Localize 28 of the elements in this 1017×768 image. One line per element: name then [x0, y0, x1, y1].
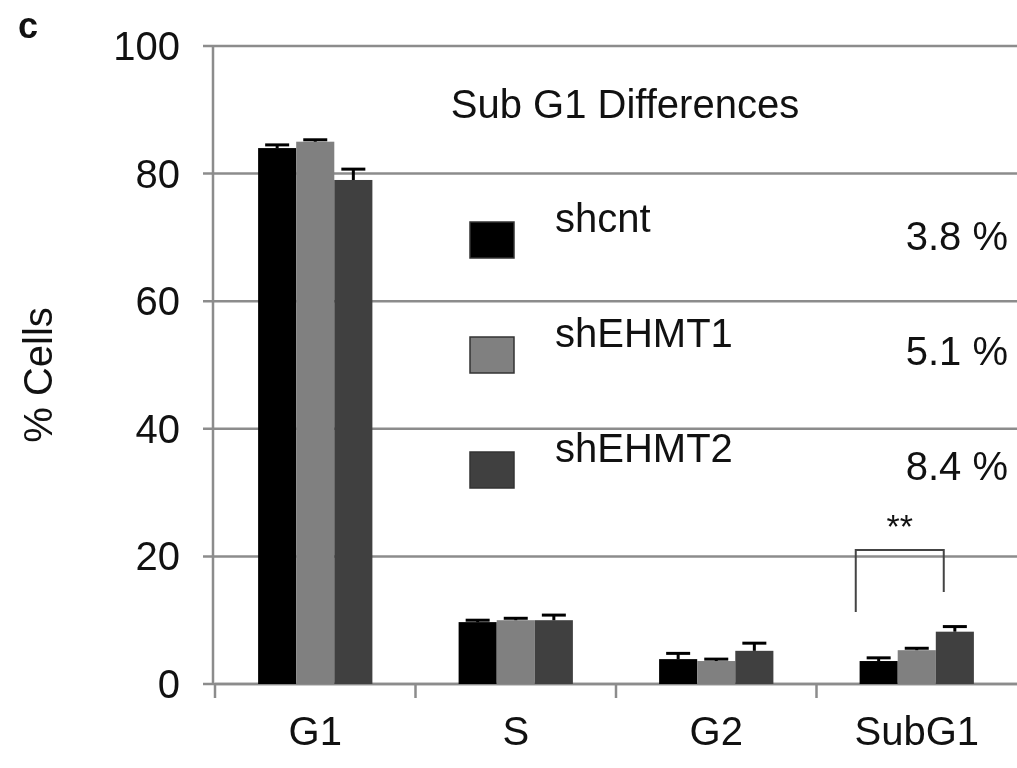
y-axis-title: % Cells: [16, 307, 60, 443]
bar: [659, 659, 698, 684]
y-tick-label: 100: [113, 24, 180, 68]
x-tick-label: SubG1: [854, 709, 980, 753]
y-tick-label: 0: [157, 662, 180, 706]
bar: [534, 620, 573, 684]
annotation: 5.1 %: [905, 329, 1008, 373]
y-tick-label: 80: [135, 151, 180, 196]
annotation: 3.8 %: [905, 214, 1008, 258]
legend-label: shEHMT1: [555, 311, 733, 355]
y-tick-label: 40: [135, 406, 180, 451]
bar: [735, 650, 774, 684]
annotation: Sub G1 Differences: [450, 82, 800, 126]
annotation: 8.4 %: [905, 444, 1008, 488]
bar: [334, 179, 373, 684]
bar: [859, 661, 898, 684]
bar: [935, 631, 974, 684]
bar: [258, 148, 297, 684]
x-tick-label: S: [502, 709, 530, 753]
x-tick-label: G2: [689, 709, 743, 753]
legend-label: shcnt: [555, 196, 651, 240]
annotation: **: [886, 507, 913, 545]
bar: [458, 622, 497, 684]
y-tick-label: 20: [135, 534, 180, 579]
text: c: [18, 5, 39, 46]
legend-label: shEHMT2: [555, 426, 733, 470]
y-tick-label: 60: [135, 279, 180, 324]
x-tick-label: G1: [288, 709, 342, 753]
